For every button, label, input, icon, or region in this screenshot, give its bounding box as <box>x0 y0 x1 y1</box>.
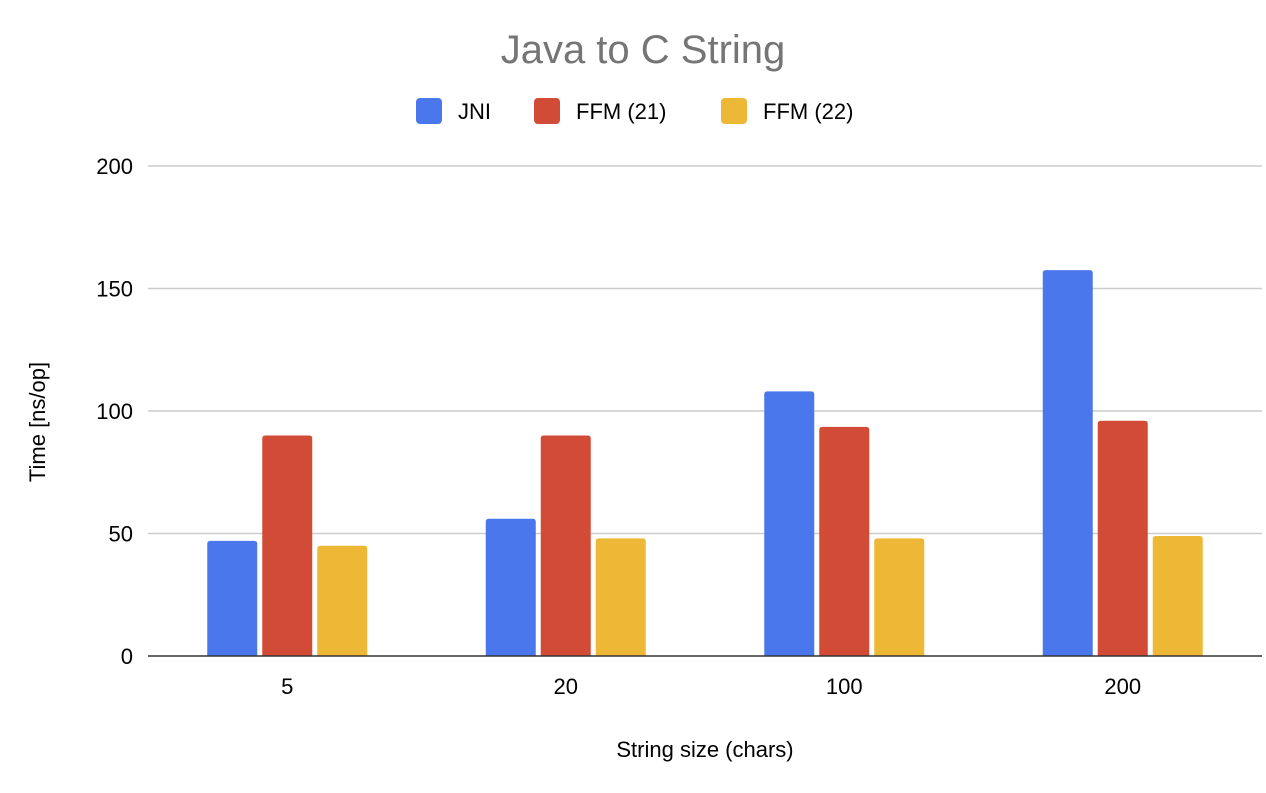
x-axis-label: String size (chars) <box>616 737 793 762</box>
x-tick-label: 100 <box>826 674 863 699</box>
bar-jni-200 <box>1042 270 1093 656</box>
x-tick-label: 200 <box>1104 674 1141 699</box>
y-tick-label: 100 <box>96 399 133 424</box>
y-tick-label: 200 <box>96 154 133 179</box>
legend-swatch <box>721 98 747 124</box>
bar-jni-20 <box>485 518 536 656</box>
bar-ffm-21-20 <box>540 435 591 656</box>
bar-ffm-22-20 <box>595 538 646 656</box>
bar-ffm-21-5 <box>262 435 313 656</box>
y-axis-label: Time [ns/op] <box>25 362 50 482</box>
y-tick-label: 0 <box>121 644 133 669</box>
x-axis-ticks: 5 20 100 200 <box>281 674 1141 699</box>
bar-ffm-22-200 <box>1152 535 1203 656</box>
x-tick-label: 5 <box>281 674 293 699</box>
chart-title: Java to C String <box>501 28 786 72</box>
legend-label: FFM (21) <box>576 99 666 124</box>
legend: JNI FFM (21) FFM (22) <box>416 98 853 124</box>
legend-label: FFM (22) <box>763 99 853 124</box>
y-tick-label: 50 <box>109 522 133 547</box>
bars <box>207 270 1203 656</box>
bar-ffm-22-100 <box>874 538 925 656</box>
legend-swatch <box>534 98 560 124</box>
bar-jni-5 <box>207 540 258 656</box>
y-axis-ticks: 0 50 100 150 200 <box>96 154 133 669</box>
bar-ffm-21-200 <box>1097 420 1148 656</box>
bar-jni-100 <box>764 391 815 656</box>
legend-swatch <box>416 98 442 124</box>
gridlines <box>148 165 1262 535</box>
legend-label: JNI <box>458 99 491 124</box>
bar-ffm-22-5 <box>317 545 368 656</box>
bar-ffm-21-100 <box>819 426 870 656</box>
x-tick-label: 20 <box>554 674 578 699</box>
y-tick-label: 150 <box>96 277 133 302</box>
